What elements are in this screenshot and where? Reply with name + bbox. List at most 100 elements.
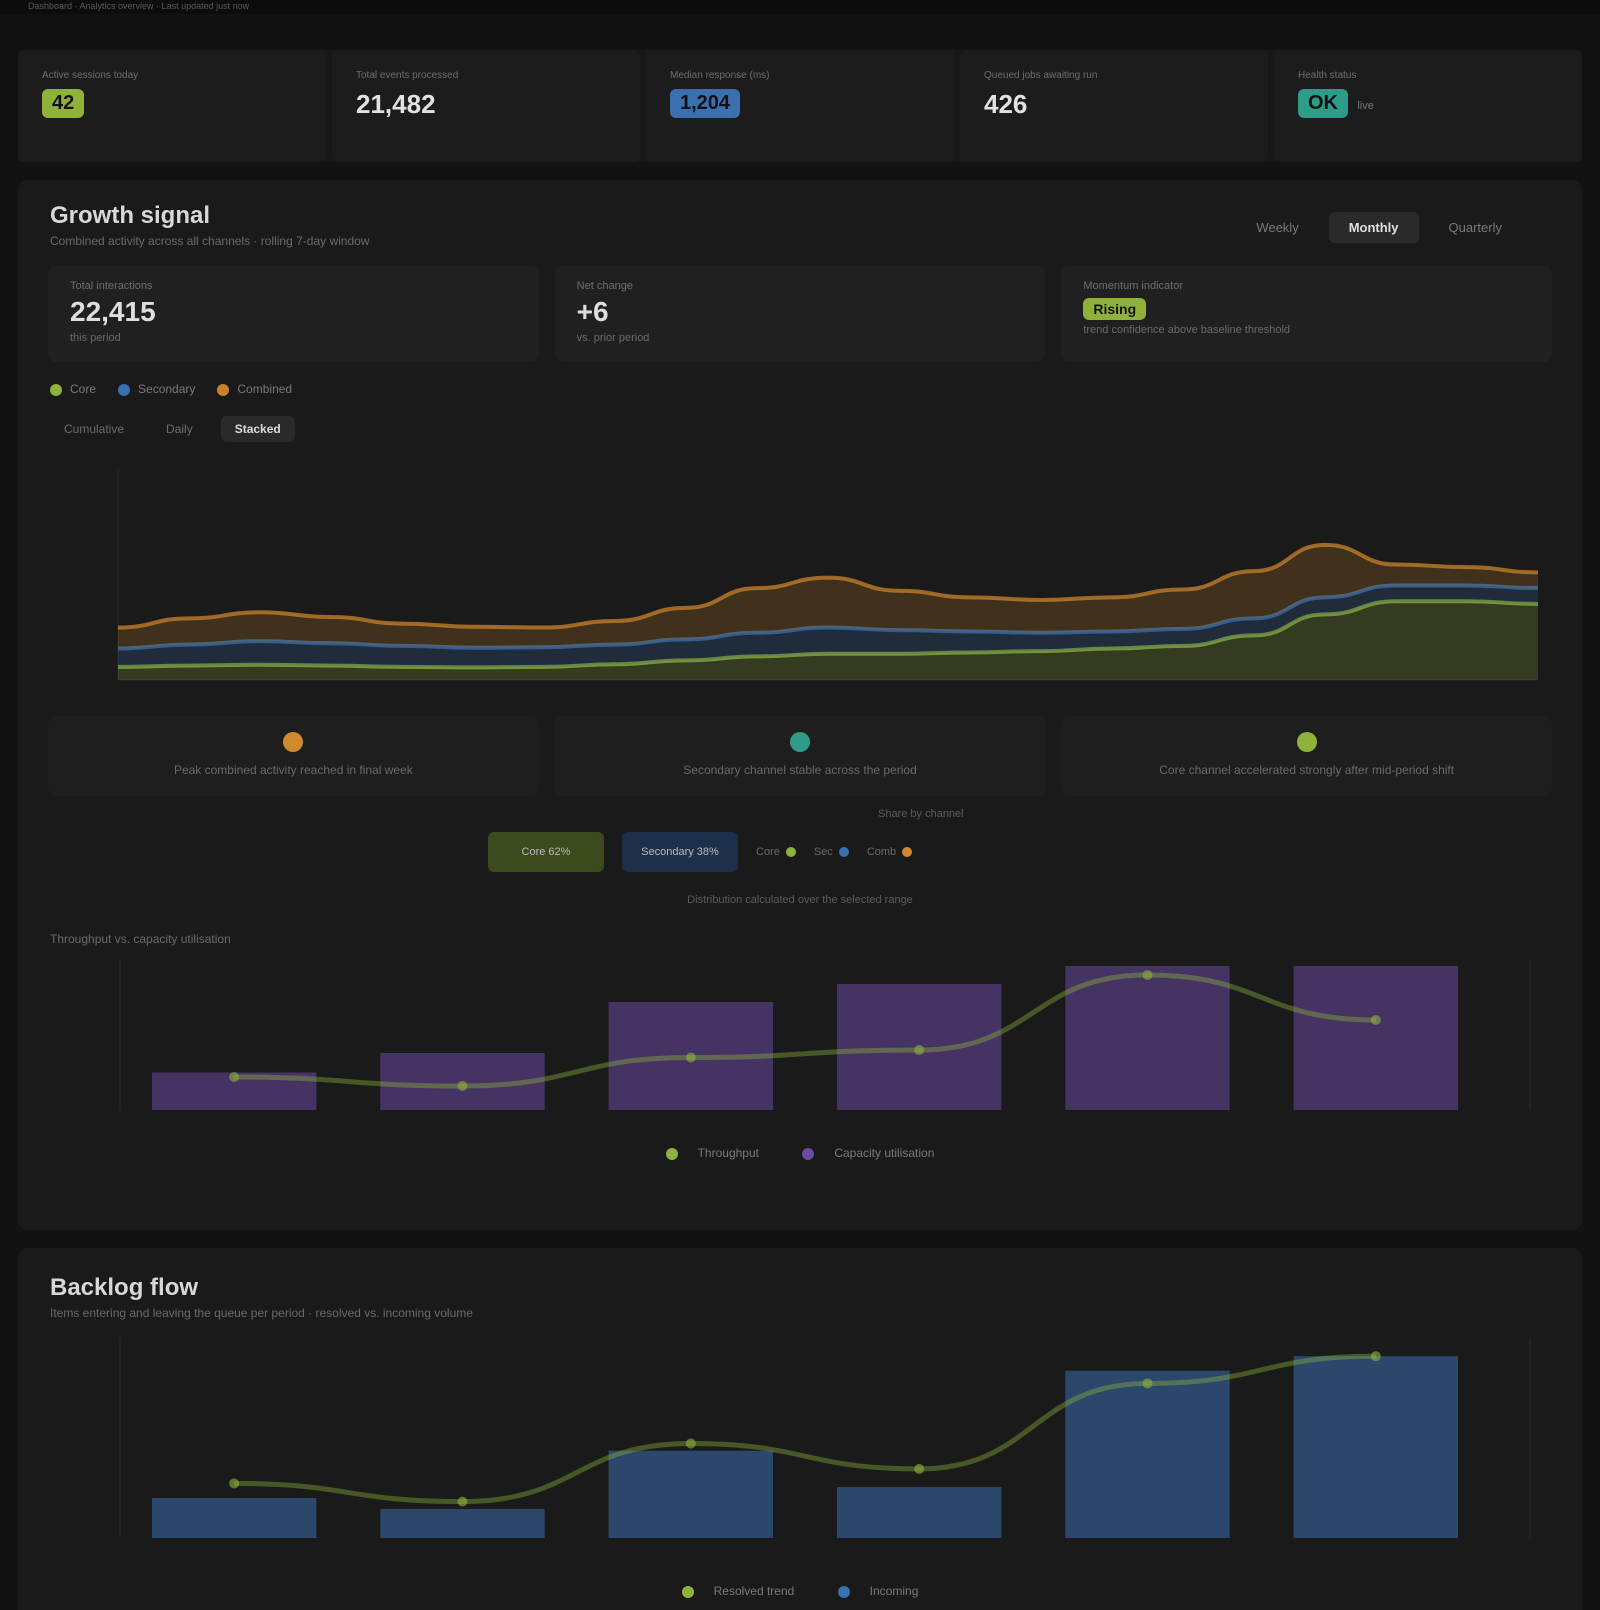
tab-weekly[interactable]: Weekly bbox=[1256, 220, 1299, 235]
top-bar: Dashboard · Analytics overview · Last up… bbox=[0, 0, 1600, 14]
legend-label: Secondary bbox=[138, 382, 196, 396]
stat-card[interactable]: Median response (ms) 1,204 bbox=[646, 50, 954, 162]
area-series-line bbox=[117, 599, 1539, 670]
breakdown-item-label: Comb bbox=[866, 846, 897, 858]
legend-swatch bbox=[837, 1585, 850, 1598]
kpi-sub: this period bbox=[70, 332, 121, 344]
legend-item[interactable]: Resolved trend bbox=[672, 1584, 805, 1598]
backlog-legend: Resolved trend Incoming bbox=[18, 1584, 1582, 1598]
kpi-card: Total interactions 22,415 this period bbox=[48, 266, 539, 362]
stat-card[interactable]: Queued jobs awaiting run 426 bbox=[960, 50, 1268, 162]
breakdown-item-label: Sec bbox=[813, 846, 833, 858]
legend-label: Throughput bbox=[697, 1146, 759, 1160]
stat-card[interactable]: Active sessions today 42 bbox=[18, 50, 326, 162]
breakdown-block: Core 62% bbox=[488, 832, 604, 872]
kpi-card: Momentum indicator Rising trend confiden… bbox=[1061, 266, 1553, 362]
bar bbox=[1065, 1370, 1230, 1538]
breakdown-swatch bbox=[785, 847, 796, 858]
legend-swatch bbox=[118, 383, 131, 396]
stat-value-pill: 1,204 bbox=[670, 89, 741, 118]
trend-point bbox=[1370, 1015, 1381, 1025]
tab-monthly[interactable]: Monthly bbox=[1328, 212, 1419, 243]
stats-row: Active sessions today 42 Total events pr… bbox=[18, 50, 1582, 162]
kpi-label: Momentum indicator bbox=[1083, 280, 1183, 292]
legend-label: Resolved trend bbox=[713, 1584, 795, 1598]
trend-point bbox=[914, 1045, 925, 1055]
insight-badge-icon bbox=[1296, 732, 1317, 752]
bar bbox=[836, 1487, 1002, 1538]
kpi-value: +6 bbox=[576, 296, 609, 327]
trend-point bbox=[1370, 1351, 1381, 1362]
period-tabs: Weekly Monthly Quarterly bbox=[1236, 212, 1522, 243]
legend-item[interactable]: Core bbox=[50, 382, 96, 396]
kpi-label: Net change bbox=[576, 280, 633, 292]
panel-subtitle: Items entering and leaving the queue per… bbox=[50, 1306, 473, 1320]
insight-card: Core channel accelerated strongly after … bbox=[1061, 716, 1553, 796]
panel-title: Growth signal bbox=[50, 202, 211, 229]
insight-text: Secondary channel stable across the peri… bbox=[683, 763, 917, 777]
legend-label: Capacity utilisation bbox=[834, 1146, 935, 1160]
stat-label: Health status bbox=[1298, 70, 1357, 81]
trend-point bbox=[685, 1438, 696, 1449]
insight-badge-icon bbox=[283, 732, 304, 752]
bar bbox=[1293, 1356, 1459, 1538]
breakdown-item: Core bbox=[756, 846, 796, 858]
tab-quarterly[interactable]: Quarterly bbox=[1448, 220, 1502, 235]
stat-card[interactable]: Health status OK live bbox=[1274, 50, 1582, 162]
breakdown-item: Comb bbox=[866, 846, 913, 858]
trend-point bbox=[1142, 1378, 1153, 1389]
stat-label: Queued jobs awaiting run bbox=[984, 70, 1098, 81]
bar bbox=[1293, 966, 1459, 1110]
second-chart-caption: Throughput vs. capacity utilisation bbox=[50, 932, 231, 946]
breakdown-heading: Share by channel bbox=[878, 808, 964, 820]
legend-item[interactable]: Incoming bbox=[828, 1584, 929, 1598]
trend-line bbox=[234, 1353, 1376, 1505]
stat-label: Median response (ms) bbox=[670, 70, 770, 81]
legend-label: Combined bbox=[237, 382, 293, 396]
stat-value: 21,482 bbox=[356, 89, 436, 119]
range-stacked[interactable]: Stacked bbox=[220, 416, 295, 442]
breakdown-caption: Distribution calculated over the selecte… bbox=[687, 894, 913, 906]
area-chart-legend: Core Secondary Combined bbox=[50, 382, 292, 396]
area-series-fill bbox=[118, 544, 1538, 649]
legend-item[interactable]: Throughput bbox=[656, 1146, 769, 1160]
kpi-card: Net change +6 vs. prior period bbox=[554, 266, 1046, 362]
backlog-chart bbox=[119, 1338, 1531, 1538]
breakdown-item-label: Core bbox=[756, 846, 780, 858]
insight-card: Secondary channel stable across the peri… bbox=[554, 716, 1046, 796]
trend-point bbox=[229, 1478, 240, 1489]
breakdown-items: Core 62% Secondary 38% Core Sec Comb bbox=[488, 832, 913, 872]
range-cumulative[interactable]: Cumulative bbox=[64, 422, 125, 436]
trend-line bbox=[234, 972, 1376, 1089]
legend-label: Core bbox=[70, 382, 97, 396]
kpi-value: 22,415 bbox=[70, 296, 156, 327]
stat-label: Active sessions today bbox=[42, 70, 139, 81]
breakdown-block: Secondary 38% bbox=[622, 832, 738, 872]
legend-item[interactable]: Secondary bbox=[118, 382, 195, 396]
stat-suffix: live bbox=[1357, 100, 1374, 112]
stat-value: 426 bbox=[984, 89, 1028, 119]
breakdown-item: Sec bbox=[814, 846, 849, 858]
legend-item[interactable]: Capacity utilisation bbox=[792, 1146, 944, 1160]
insight-card: Peak combined activity reached in final … bbox=[48, 716, 539, 796]
area-chart bbox=[117, 470, 1539, 681]
top-bar-text: Dashboard · Analytics overview · Last up… bbox=[28, 1, 250, 11]
legend-swatch bbox=[802, 1147, 815, 1160]
kpi-row: Total interactions 22,415 this period Ne… bbox=[48, 266, 1553, 362]
legend-label: Incoming bbox=[869, 1584, 919, 1598]
legend-item[interactable]: Combined bbox=[217, 382, 292, 396]
stat-label: Total events processed bbox=[356, 70, 459, 81]
backlog-panel: Backlog flow Items entering and leaving … bbox=[18, 1248, 1582, 1610]
bar bbox=[151, 1498, 317, 1538]
range-daily[interactable]: Daily bbox=[166, 422, 193, 436]
kpi-label: Total interactions bbox=[70, 280, 153, 292]
insight-row: Peak combined activity reached in final … bbox=[48, 716, 1553, 796]
bar bbox=[608, 1450, 774, 1538]
stat-card[interactable]: Total events processed 21,482 bbox=[332, 50, 640, 162]
trend-point bbox=[914, 1463, 925, 1474]
insight-text: Core channel accelerated strongly after … bbox=[1159, 763, 1455, 777]
stat-value-pill: OK bbox=[1298, 89, 1348, 118]
legend-swatch bbox=[681, 1585, 694, 1598]
area-series-line bbox=[117, 583, 1539, 651]
stat-value-pill: 42 bbox=[42, 89, 85, 118]
